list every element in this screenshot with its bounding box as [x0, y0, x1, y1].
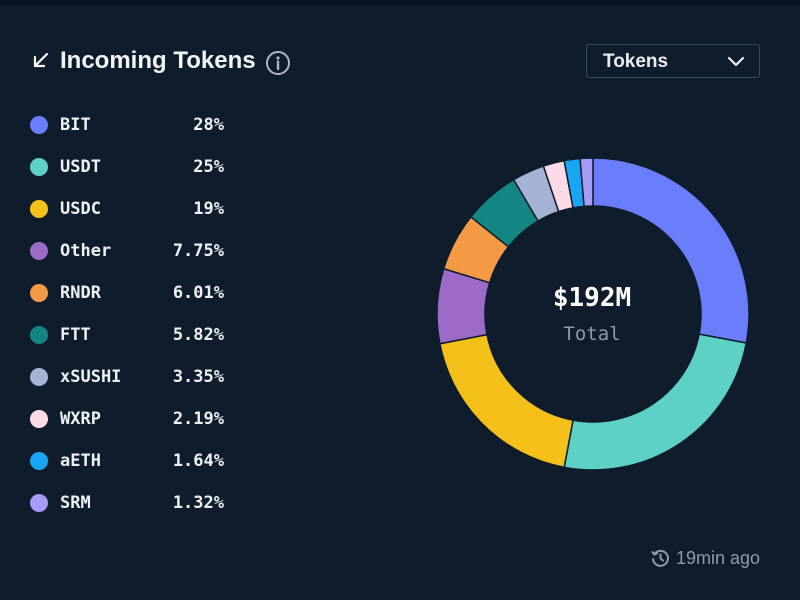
top-divider — [0, 0, 800, 6]
donut-slice-usdt[interactable] — [563, 333, 748, 471]
last-updated-text: 19min ago — [675, 548, 760, 568]
legend-item: USDT 25% — [30, 157, 230, 199]
last-updated: 19min ago — [650, 546, 760, 570]
chart-legend: BIT 28% USDT 25% USDC 19% Other 7.75% RNDR 6.01% F… — [30, 115, 230, 535]
card-title: Incoming Tokens — [60, 47, 256, 74]
legend-token-name: WXRP — [60, 409, 101, 429]
legend-color-dot — [30, 116, 48, 134]
chevron-down-icon — [727, 56, 745, 67]
token-view-dropdown[interactable]: Tokens — [586, 44, 760, 78]
legend-color-dot — [30, 200, 48, 218]
legend-token-name: SRM — [60, 493, 91, 513]
history-clock-icon — [651, 549, 669, 567]
legend-color-dot — [30, 242, 48, 260]
legend-color-dot — [30, 284, 48, 302]
legend-item: WXRP 2.19% — [30, 409, 230, 451]
legend-color-dot — [30, 410, 48, 428]
legend-item: FTT 5.82% — [30, 325, 230, 367]
dropdown-selected-value: Tokens — [603, 51, 669, 72]
legend-token-percent: 6.01% — [172, 283, 224, 303]
legend-token-name: aETH — [60, 451, 101, 471]
legend-token-name: Other — [60, 241, 112, 261]
legend-color-dot — [30, 452, 48, 470]
legend-item: RNDR 6.01% — [30, 283, 230, 325]
legend-color-dot — [30, 494, 48, 512]
token-donut-chart — [436, 157, 750, 471]
legend-color-dot — [30, 158, 48, 176]
legend-color-dot — [30, 368, 48, 386]
legend-token-percent: 19% — [193, 199, 224, 219]
legend-token-name: RNDR — [60, 283, 101, 303]
legend-token-name: USDT — [60, 157, 101, 177]
legend-token-name: USDC — [60, 199, 101, 219]
legend-token-percent: 28% — [193, 115, 224, 135]
total-label: Total — [563, 323, 621, 345]
legend-token-percent: 1.64% — [172, 451, 224, 471]
donut-slice-srm[interactable] — [579, 157, 594, 208]
legend-token-percent: 5.82% — [172, 325, 224, 345]
legend-token-percent: 2.19% — [172, 409, 224, 429]
legend-token-name: FTT — [60, 325, 91, 345]
legend-token-percent: 3.35% — [172, 367, 224, 387]
legend-color-dot — [30, 326, 48, 344]
legend-item: SRM 1.32% — [30, 493, 230, 535]
arrow-down-left-icon — [33, 52, 49, 68]
legend-token-percent: 7.75% — [172, 241, 224, 261]
total-value: $192M — [552, 283, 632, 313]
legend-token-percent: 1.32% — [172, 493, 224, 513]
info-icon[interactable] — [265, 50, 291, 76]
legend-item: BIT 28% — [30, 115, 230, 157]
donut-slice-bit[interactable] — [592, 157, 750, 344]
legend-item: xSUSHI 3.35% — [30, 367, 230, 409]
donut-slice-usdc[interactable] — [438, 333, 574, 469]
legend-token-name: xSUSHI — [60, 367, 122, 387]
legend-item: aETH 1.64% — [30, 451, 230, 493]
legend-item: USDC 19% — [30, 199, 230, 241]
legend-token-percent: 25% — [193, 157, 224, 177]
legend-item: Other 7.75% — [30, 241, 230, 283]
legend-token-name: BIT — [60, 115, 91, 135]
